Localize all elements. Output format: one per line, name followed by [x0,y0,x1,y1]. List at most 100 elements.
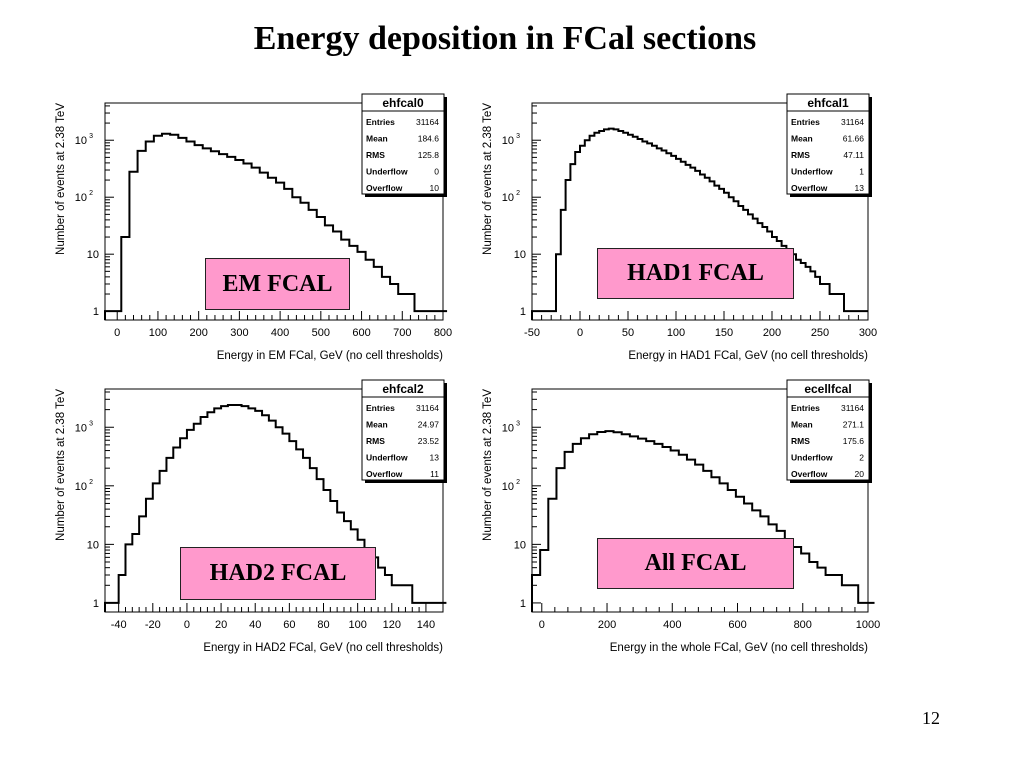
had1-fcal-label: HAD1 FCAL [597,248,794,299]
x-tick-label: -40 [111,619,127,631]
x-tick-label: 0 [184,619,190,631]
plot-frame [531,388,869,613]
stats-key: Entries [791,117,820,127]
x-tick-label: 40 [249,619,261,631]
x-tick-label: 600 [728,619,746,631]
y-tick-label: 10 [502,135,514,147]
stats-title: ecellfcal [804,382,851,396]
all-fcal-label: All FCAL [597,538,794,589]
x-tick-label: 120 [383,619,401,631]
x-tick-label: 400 [663,619,681,631]
y-tick-exponent: 3 [89,133,93,140]
stats-key: Mean [366,420,388,430]
stats-key: Mean [791,420,813,430]
stats-title: ehfcal2 [382,382,424,396]
had2-fcal-label: HAD2 FCAL [180,547,376,600]
y-tick-exponent: 2 [516,190,520,197]
x-tick-label: 700 [393,327,411,339]
y-tick-label: 10 [75,192,87,204]
stats-value: 20 [855,469,865,479]
stats-key: Overflow [366,183,403,193]
x-tick-label: -20 [145,619,161,631]
x-tick-label: 200 [189,327,207,339]
x-tick-label: 400 [271,327,289,339]
y-tick-label: 10 [87,539,99,551]
x-tick-label: 250 [811,327,829,339]
y-tick-label: 10 [502,192,514,204]
stats-value: 24.97 [418,420,440,430]
stats-key: Overflow [791,183,828,193]
x-tick-label: 140 [417,619,435,631]
stats-value: 31164 [416,403,439,413]
x-tick-label: 300 [230,327,248,339]
x-tick-label: 50 [622,327,634,339]
stats-value: 271.1 [843,420,865,430]
stats-key: Overflow [791,469,828,479]
stats-key: RMS [791,436,810,446]
x-axis-label: Energy in HAD2 FCal, GeV (no cell thresh… [203,642,443,654]
y-tick-label: 10 [514,249,526,261]
x-tick-label: 800 [434,327,452,339]
stats-value: 31164 [416,117,439,127]
stats-value: 0 [434,167,439,177]
x-tick-label: -50 [524,327,540,339]
y-tick-exponent: 2 [89,479,93,486]
x-axis-label: Energy in the whole FCal, GeV (no cell t… [610,642,868,654]
y-tick-label: 10 [75,135,87,147]
stats-key: Underflow [366,453,408,463]
y-tick-label: 10 [75,422,87,434]
x-tick-label: 1000 [856,619,880,631]
stats-key: Underflow [791,167,833,177]
y-tick-label: 1 [93,306,99,318]
y-tick-exponent: 3 [516,420,520,427]
stats-key: Mean [791,134,813,144]
y-tick-label: 10 [514,539,526,551]
histogram-line [104,132,448,320]
slide-title: Energy deposition in FCal sections [253,20,757,57]
y-tick-exponent: 2 [89,190,93,197]
stats-key: Underflow [791,453,833,463]
stats-value: 1 [859,167,864,177]
stats-value: 2 [859,453,864,463]
stats-value: 31164 [841,117,864,127]
histogram-line [531,127,868,320]
y-tick-exponent: 3 [89,420,93,427]
plot-frame [531,102,869,321]
stats-value: 11 [430,469,439,479]
stats-key: Mean [366,134,388,144]
x-tick-label: 100 [667,327,685,339]
y-axis-label: Number of events at 2.38 TeV [55,103,67,255]
stats-value: 61.66 [843,134,865,144]
plot-frame [104,102,444,321]
stats-value: 125.8 [418,150,440,160]
stats-value: 10 [430,183,440,193]
x-tick-label: 0 [577,327,583,339]
plot-frame [104,388,444,613]
y-tick-label: 1 [520,306,526,318]
x-tick-label: 200 [763,327,781,339]
stats-value: 175.6 [843,436,865,446]
stats-key: RMS [366,150,385,160]
stats-value: 31164 [841,403,864,413]
y-tick-label: 10 [87,249,99,261]
y-tick-label: 10 [502,481,514,493]
histogram-line [531,430,875,612]
x-axis-label: Energy in HAD1 FCal, GeV (no cell thresh… [628,350,868,362]
x-tick-label: 200 [598,619,616,631]
stats-key: Entries [366,403,395,413]
stats-value: 23.52 [418,436,440,446]
x-tick-label: 800 [794,619,812,631]
x-tick-label: 100 [348,619,366,631]
y-tick-exponent: 3 [516,133,520,140]
x-tick-label: 60 [283,619,295,631]
x-tick-label: 300 [859,327,877,339]
y-tick-label: 10 [502,422,514,434]
y-tick-label: 10 [75,481,87,493]
x-tick-label: 600 [352,327,370,339]
stats-key: Entries [366,117,395,127]
stats-value: 184.6 [418,134,440,144]
stats-key: RMS [366,436,385,446]
y-axis-label: Number of events at 2.38 TeV [482,389,494,541]
